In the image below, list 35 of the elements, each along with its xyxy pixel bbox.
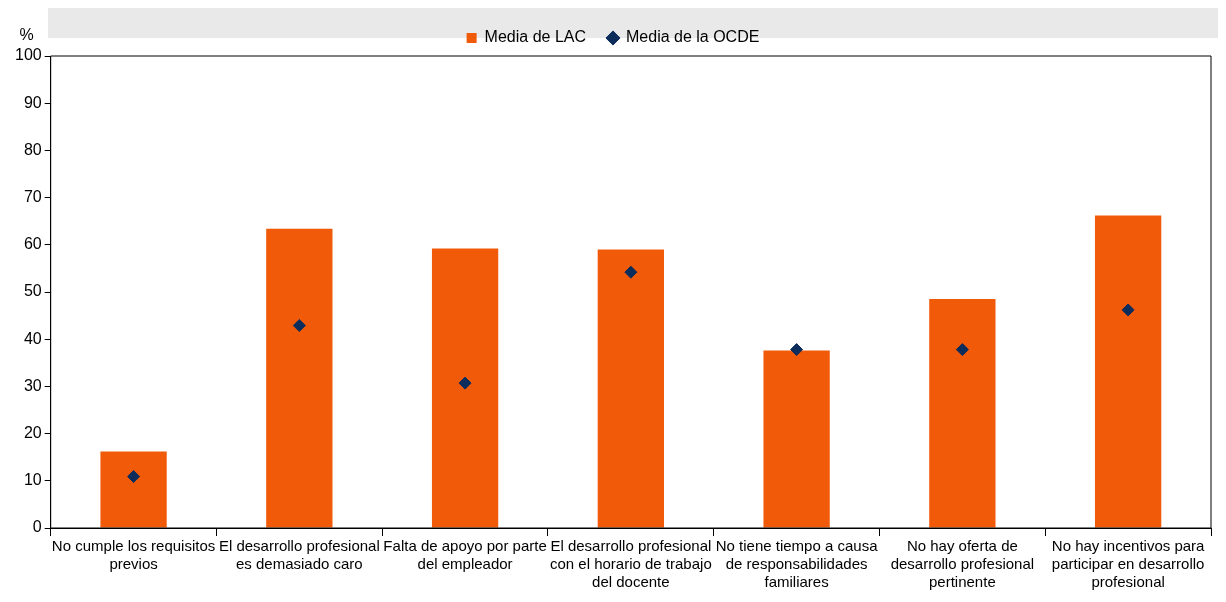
- x-tick-label: El desarrollo profesional es demasiado caro: [218, 537, 380, 573]
- bar: [763, 350, 830, 528]
- x-tick-label: No tiene tiempo a causa de responsabilidades familiares: [715, 537, 879, 591]
- y-tick-label: 60: [23, 235, 42, 253]
- point: [127, 470, 141, 484]
- y-tick-label: 40: [23, 329, 42, 347]
- y-axis-title: %: [19, 26, 34, 44]
- bar: [597, 249, 664, 528]
- y-tick-label: 20: [23, 424, 42, 442]
- bar: [431, 248, 499, 528]
- x-tick-label: Falta de apoyo por parte del empleador: [383, 537, 547, 573]
- legend-label: Media de LAC: [484, 28, 586, 46]
- point: [790, 343, 804, 357]
- y-tick-label: 80: [23, 140, 42, 158]
- x-tick-label: El desarrollo profesional con el horario de trabajo del docente: [549, 537, 712, 591]
- y-tick-label: 90: [23, 93, 42, 111]
- x-tick-label: No cumple los requisitos previos: [51, 537, 216, 573]
- point: [955, 343, 969, 357]
- point: [458, 376, 472, 390]
- point: [624, 265, 638, 279]
- y-tick-label: 0: [32, 518, 42, 536]
- point: [1121, 303, 1135, 317]
- y-tick-label: 30: [23, 376, 42, 394]
- y-tick-label: 70: [23, 188, 42, 206]
- y-tick-label: 100: [14, 46, 42, 64]
- x-tick-label: No hay oferta de desarrollo profesional pertinente: [890, 537, 1035, 591]
- legend-label: Media de la OCDE: [626, 28, 760, 46]
- bar: [100, 451, 167, 528]
- bar: [1094, 215, 1162, 528]
- bar: [266, 228, 333, 528]
- x-tick-label: No hay incentivos para participar en desarrollo profesional: [1051, 537, 1206, 591]
- y-tick-label: 50: [23, 282, 42, 300]
- bar: [929, 299, 996, 528]
- point: [292, 319, 306, 333]
- y-tick-label: 10: [23, 471, 42, 489]
